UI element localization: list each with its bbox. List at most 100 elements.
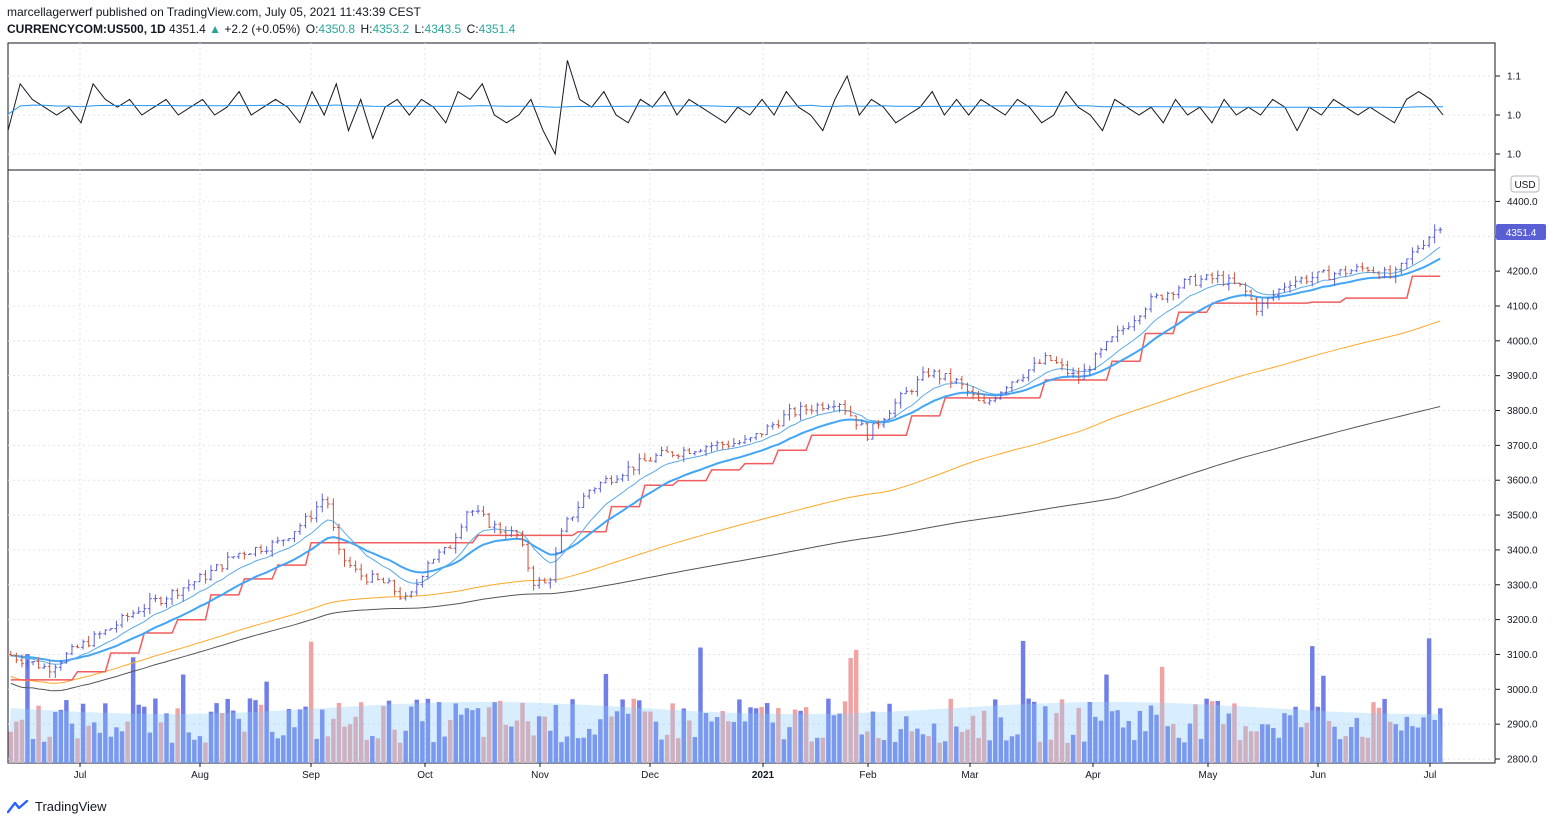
time-tick-label: Aug (191, 770, 209, 781)
volume-bar (347, 724, 353, 763)
volume-bar (631, 698, 636, 763)
volume-bar (575, 738, 581, 763)
volume-bar (1093, 716, 1098, 763)
volume-bar (492, 702, 497, 763)
tradingview-brand: TradingView (35, 799, 107, 814)
volume-bar (1059, 699, 1065, 763)
volume-bar (1415, 727, 1421, 763)
volume-bar (1421, 717, 1426, 763)
tradingview-logo[interactable]: TradingView (7, 799, 107, 814)
time-tick-label: Feb (859, 770, 877, 781)
volume-bar (1031, 701, 1037, 763)
volume-bar (720, 711, 725, 763)
volume-bar (69, 723, 75, 763)
volume-bar (103, 703, 108, 763)
volume-bar (681, 708, 687, 763)
volume-bar (531, 735, 536, 763)
volume-bar (308, 641, 314, 763)
volume-bar (1248, 731, 1254, 763)
volume-bar (1104, 674, 1109, 763)
volume-bar (865, 731, 870, 763)
moving-averages (10, 246, 1441, 692)
volume-bar (331, 718, 336, 763)
currency-badge[interactable]: USD (1510, 175, 1540, 193)
price-tick-label: 3200.0 (1507, 615, 1538, 626)
last-price-tag-text: 4351.4 (1506, 228, 1537, 239)
volume-bar (831, 715, 837, 763)
volume-bar (1209, 701, 1215, 763)
volume-bar (1165, 726, 1170, 763)
time-axis[interactable]: Jul Aug Sep Oct Nov Dec 2021 Feb Mar Apr May Jun Jul (74, 763, 1437, 781)
volume-bar (325, 736, 331, 763)
volume-bar (1382, 698, 1387, 763)
volume-bar (253, 700, 258, 763)
change-value: ▲ +2.2 (+0.05%) (209, 22, 301, 36)
time-tick-label: Oct (417, 770, 433, 781)
volume-bar (876, 738, 881, 763)
volume-bar (981, 710, 987, 763)
time-tick-label: May (1199, 770, 1218, 781)
ma100-line (10, 320, 1441, 684)
price-axis[interactable]: 4400.04300.04200.04100.04000.03900.03800… (1495, 197, 1538, 766)
volume-bar (214, 703, 219, 763)
price-tick-label: 3300.0 (1507, 580, 1538, 591)
price-tick-label: 2900.0 (1507, 720, 1538, 731)
volume-bar (1343, 736, 1348, 763)
volume-bar (409, 706, 414, 763)
volume-bar (1387, 721, 1393, 763)
volume-bar (1254, 731, 1259, 763)
volume-bar (364, 739, 369, 763)
volume-bar (269, 731, 275, 763)
volume-bar (136, 704, 141, 763)
volume-bar (1271, 728, 1276, 763)
author-name[interactable]: marcellagerwerf (7, 5, 93, 19)
time-tick-label: Apr (1085, 770, 1101, 781)
volume-bar (965, 729, 970, 763)
volume-bar (375, 738, 381, 763)
volume-bar (781, 739, 787, 763)
volume-bars (8, 638, 1443, 763)
volume-bar (275, 738, 280, 763)
volume-bar (1315, 706, 1321, 763)
volume-bar (75, 738, 80, 763)
volume-bar (1437, 708, 1443, 763)
time-tick-label: Sep (302, 770, 320, 781)
volume-bar (486, 707, 492, 763)
tradingview-icon (7, 799, 29, 813)
volume-bar (620, 699, 625, 763)
volume-bar (258, 704, 264, 763)
volume-bar (1326, 720, 1332, 763)
volume-bar (41, 741, 47, 763)
ratio-axis[interactable]: 1.1 1.0 1.0 (1495, 72, 1521, 161)
volume-bar (1043, 706, 1048, 763)
volume-bar (470, 710, 475, 763)
volume-bar (592, 734, 598, 763)
volume-bar (464, 708, 470, 763)
volume-bar (1260, 724, 1265, 763)
volume-bar (698, 647, 703, 763)
volume-bar (1109, 711, 1115, 763)
volume-bar (970, 715, 976, 763)
volume-bar (1337, 739, 1343, 763)
volume-average-area (8, 702, 1443, 763)
symbol-line: CURRENCYCOM:US500, 1D 4351.4 ▲ +2.2 (+0.… (7, 21, 515, 38)
volume-bar (787, 727, 792, 763)
symbol-name: CURRENCYCOM:US500, 1D (7, 22, 166, 36)
grid-lines (8, 43, 1495, 763)
volume-bar (987, 740, 992, 763)
volume-bar (1243, 726, 1248, 763)
time-tick-label: Jul (74, 770, 87, 781)
volume-bar (759, 707, 764, 763)
volume-bar (1371, 702, 1376, 763)
volume-bar (447, 719, 453, 763)
volume-bar (726, 721, 731, 763)
volume-bar (1310, 646, 1315, 763)
volume-bar (703, 713, 709, 763)
volume-bar (1304, 722, 1309, 763)
volume-bar (942, 741, 948, 763)
volume-bar (86, 725, 91, 763)
volume-bar (91, 722, 97, 763)
volume-bar (993, 699, 998, 763)
volume-bar (1282, 713, 1287, 763)
